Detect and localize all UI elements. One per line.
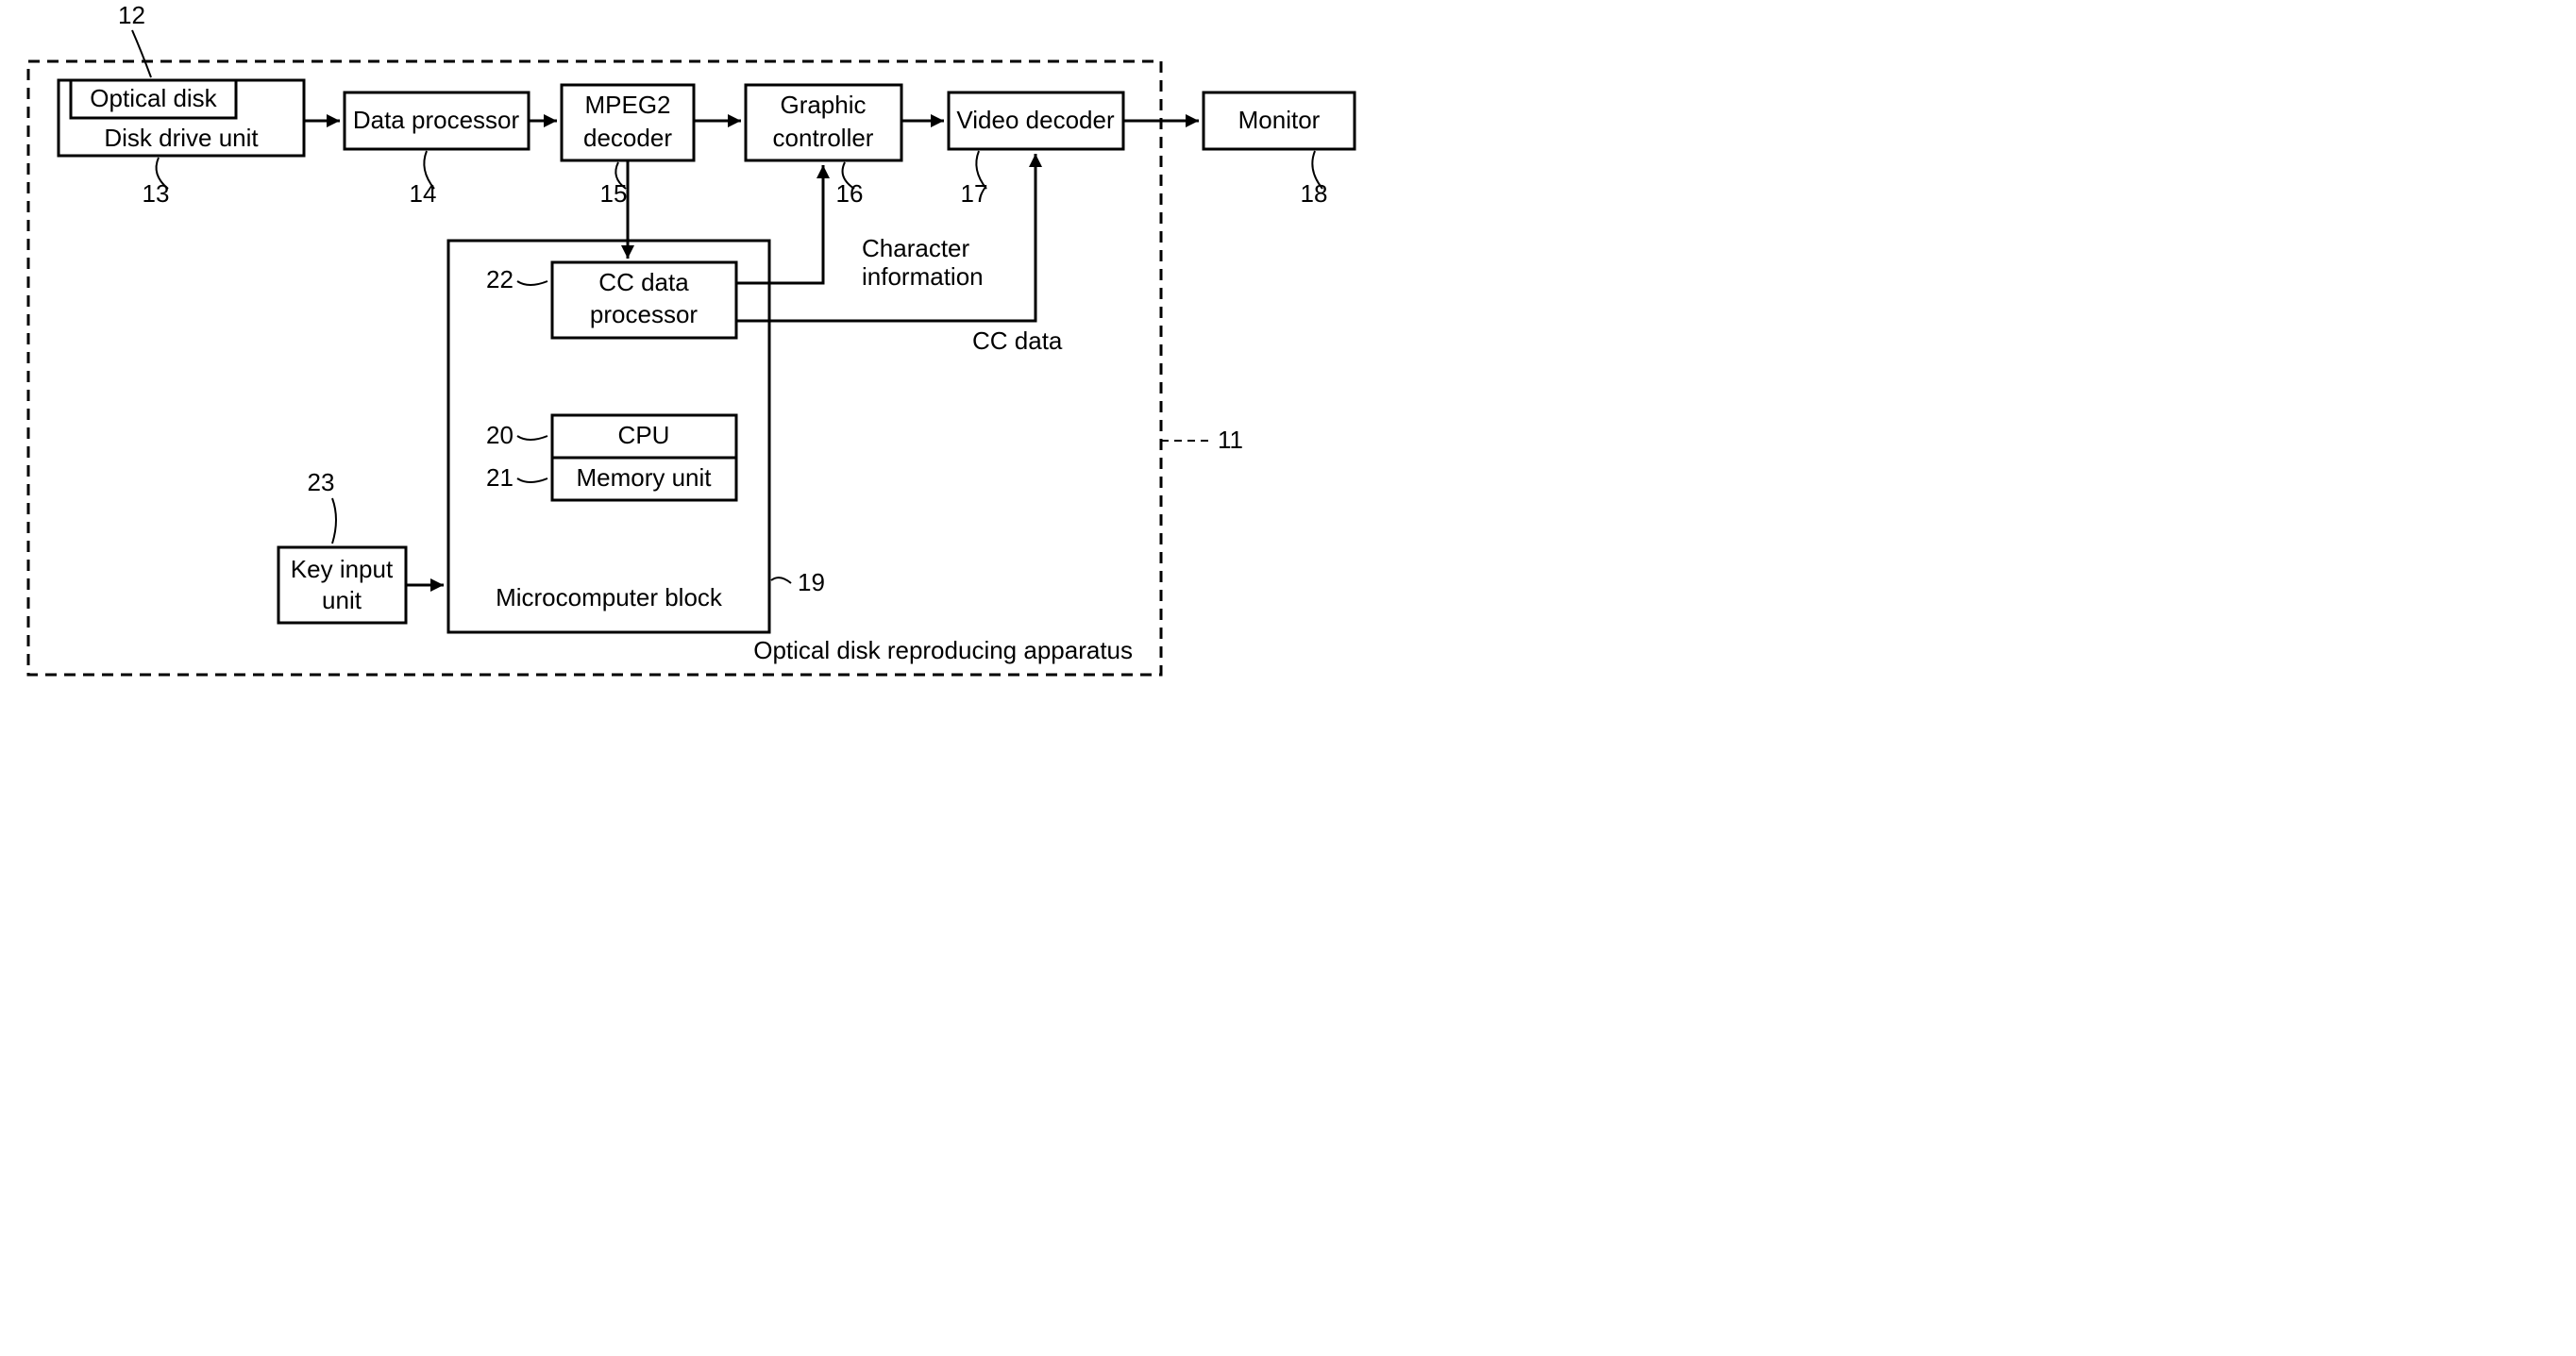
cpu-label: CPU [618,421,670,449]
cc-label-2: processor [590,300,698,328]
microcomputer-label: Microcomputer block [496,583,723,611]
ref-20: 20 [486,421,514,449]
ref-18: 18 [1301,179,1328,208]
char-info-label-1: Character [862,234,969,262]
ref-17: 17 [961,179,988,208]
key-input-label-1: Key input [291,555,394,583]
mpeg2-label-2: decoder [583,124,672,152]
ref-14: 14 [410,179,437,208]
cc-data-label: CC data [972,326,1063,355]
cc-label-1: CC data [598,268,689,296]
mpeg2-label-1: MPEG2 [584,91,670,119]
apparatus-label: Optical disk reproducing apparatus [753,636,1133,664]
monitor-label: Monitor [1238,106,1321,134]
graphic-label-2: controller [773,124,874,152]
ref-13: 13 [143,179,170,208]
memory-label: Memory unit [576,463,712,492]
disk-drive-label: Disk drive unit [104,124,259,152]
video-decoder-label: Video decoder [956,106,1115,134]
ref-21: 21 [486,463,514,492]
ref-23: 23 [308,468,335,496]
char-info-label-2: information [862,262,984,291]
optical-disk-label: Optical disk [90,84,217,112]
ref-15: 15 [600,179,628,208]
ref-12: 12 [118,1,145,29]
ref-22: 22 [486,265,514,293]
data-processor-label: Data processor [353,106,520,134]
ref-16: 16 [836,179,864,208]
ref-19: 19 [798,568,825,596]
key-input-label-2: unit [322,586,362,614]
ref-11: 11 [1218,426,1243,454]
graphic-label-1: Graphic [780,91,866,119]
